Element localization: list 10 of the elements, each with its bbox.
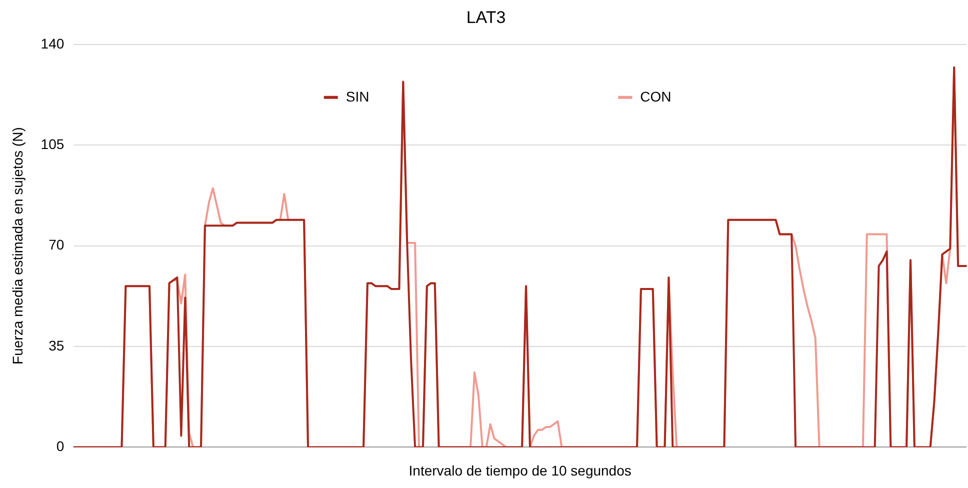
legend-label: SIN [346,88,370,104]
y-axis-title: Fuerza media estimada en sujetos (N) [9,127,26,364]
y-tick-label: 35 [48,337,64,354]
x-axis-title: Intervalo de tiempo de 10 segundos [408,462,632,478]
y-tick-label: 70 [48,236,64,253]
chart-title: LAT3 [466,8,506,27]
legend-label: CON [640,88,672,104]
y-tick-label: 140 [40,35,64,52]
y-tick-label: 105 [40,136,64,152]
y-tick-label: 0 [56,438,64,454]
